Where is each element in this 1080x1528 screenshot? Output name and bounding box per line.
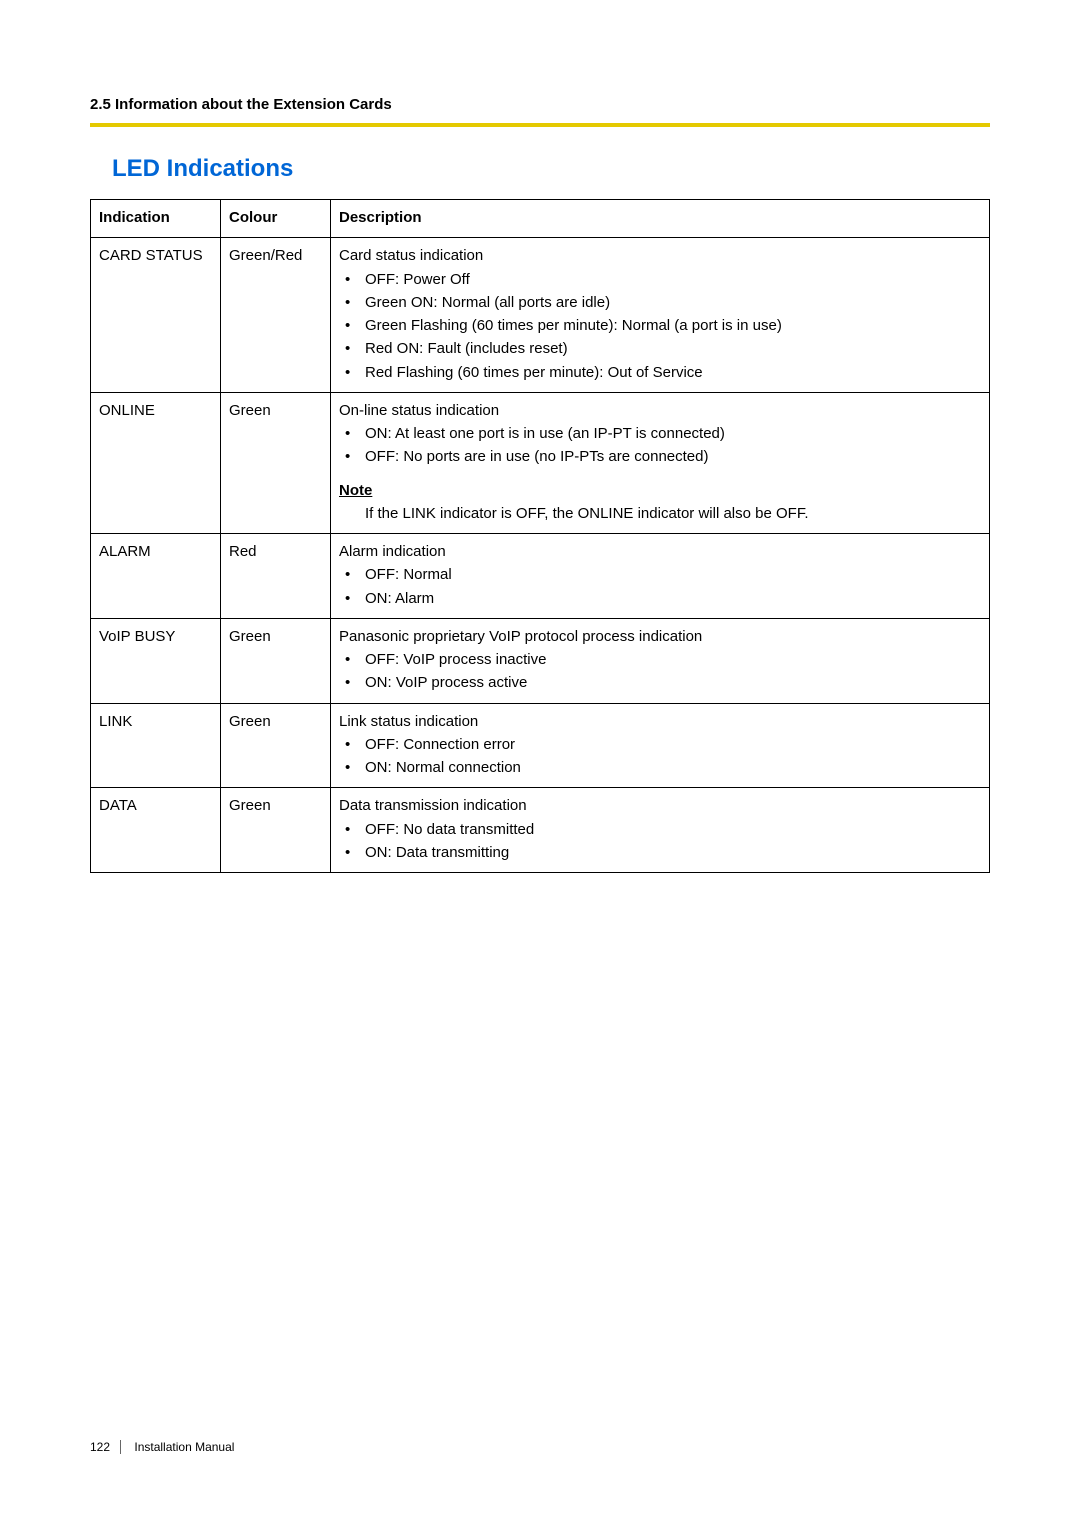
- desc-intro: On-line status indication: [339, 402, 499, 419]
- list-item: Green Flashing (60 times per minute): No…: [339, 314, 981, 337]
- col-description: Description: [331, 200, 990, 238]
- desc-intro: Link status indication: [339, 713, 478, 730]
- list-item: OFF: VoIP process inactive: [339, 648, 981, 671]
- col-indication: Indication: [91, 200, 221, 238]
- desc-list: OFF: Connection error ON: Normal connect…: [339, 733, 981, 780]
- cell-indication: CARD STATUS: [91, 238, 221, 393]
- doc-title: Installation Manual: [134, 1440, 234, 1454]
- page-title: LED Indications: [112, 155, 990, 183]
- col-colour: Colour: [221, 200, 331, 238]
- cell-description: Alarm indication OFF: Normal ON: Alarm: [331, 534, 990, 619]
- cell-colour: Green: [221, 618, 331, 703]
- page-number: 122: [90, 1440, 121, 1454]
- table-row: DATA Green Data transmission indication …: [91, 788, 990, 873]
- cell-description: Data transmission indication OFF: No dat…: [331, 788, 990, 873]
- list-item: OFF: No data transmitted: [339, 818, 981, 841]
- cell-indication: LINK: [91, 703, 221, 788]
- table-row: VoIP BUSY Green Panasonic proprietary Vo…: [91, 618, 990, 703]
- list-item: ON: Normal connection: [339, 756, 981, 779]
- list-item: Green ON: Normal (all ports are idle): [339, 291, 981, 314]
- list-item: ON: Alarm: [339, 587, 981, 610]
- table-row: ONLINE Green On-line status indication O…: [91, 392, 990, 533]
- list-item: OFF: No ports are in use (no IP-PTs are …: [339, 445, 981, 468]
- page: 2.5 Information about the Extension Card…: [0, 0, 1080, 1528]
- divider: [90, 123, 990, 127]
- table-row: CARD STATUS Green/Red Card status indica…: [91, 238, 990, 393]
- desc-intro: Alarm indication: [339, 543, 446, 560]
- desc-intro: Card status indication: [339, 247, 483, 264]
- list-item: OFF: Normal: [339, 563, 981, 586]
- cell-description: Link status indication OFF: Connection e…: [331, 703, 990, 788]
- page-footer: 122 Installation Manual: [90, 1440, 234, 1454]
- desc-list: OFF: VoIP process inactive ON: VoIP proc…: [339, 648, 981, 695]
- cell-indication: ONLINE: [91, 392, 221, 533]
- desc-intro: Data transmission indication: [339, 797, 527, 814]
- cell-description: On-line status indication ON: At least o…: [331, 392, 990, 533]
- cell-indication: DATA: [91, 788, 221, 873]
- cell-colour: Green: [221, 392, 331, 533]
- cell-indication: VoIP BUSY: [91, 618, 221, 703]
- desc-intro: Panasonic proprietary VoIP protocol proc…: [339, 628, 702, 645]
- led-table: Indication Colour Description CARD STATU…: [90, 199, 990, 873]
- desc-list: OFF: No data transmitted ON: Data transm…: [339, 818, 981, 865]
- list-item: Red Flashing (60 times per minute): Out …: [339, 361, 981, 384]
- desc-list: OFF: Normal ON: Alarm: [339, 563, 981, 610]
- table-row: LINK Green Link status indication OFF: C…: [91, 703, 990, 788]
- desc-list: ON: At least one port is in use (an IP-P…: [339, 422, 981, 469]
- cell-colour: Green: [221, 703, 331, 788]
- cell-indication: ALARM: [91, 534, 221, 619]
- list-item: OFF: Power Off: [339, 268, 981, 291]
- desc-list: OFF: Power Off Green ON: Normal (all por…: [339, 268, 981, 384]
- cell-colour: Green/Red: [221, 238, 331, 393]
- cell-colour: Red: [221, 534, 331, 619]
- list-item: ON: Data transmitting: [339, 841, 981, 864]
- section-header: 2.5 Information about the Extension Card…: [90, 96, 990, 113]
- cell-colour: Green: [221, 788, 331, 873]
- table-row: ALARM Red Alarm indication OFF: Normal O…: [91, 534, 990, 619]
- note-text: If the LINK indicator is OFF, the ONLINE…: [339, 502, 981, 525]
- table-header-row: Indication Colour Description: [91, 200, 990, 238]
- list-item: ON: VoIP process active: [339, 671, 981, 694]
- list-item: Red ON: Fault (includes reset): [339, 337, 981, 360]
- list-item: OFF: Connection error: [339, 733, 981, 756]
- list-item: ON: At least one port is in use (an IP-P…: [339, 422, 981, 445]
- cell-description: Card status indication OFF: Power Off Gr…: [331, 238, 990, 393]
- note-label: Note: [339, 479, 981, 502]
- cell-description: Panasonic proprietary VoIP protocol proc…: [331, 618, 990, 703]
